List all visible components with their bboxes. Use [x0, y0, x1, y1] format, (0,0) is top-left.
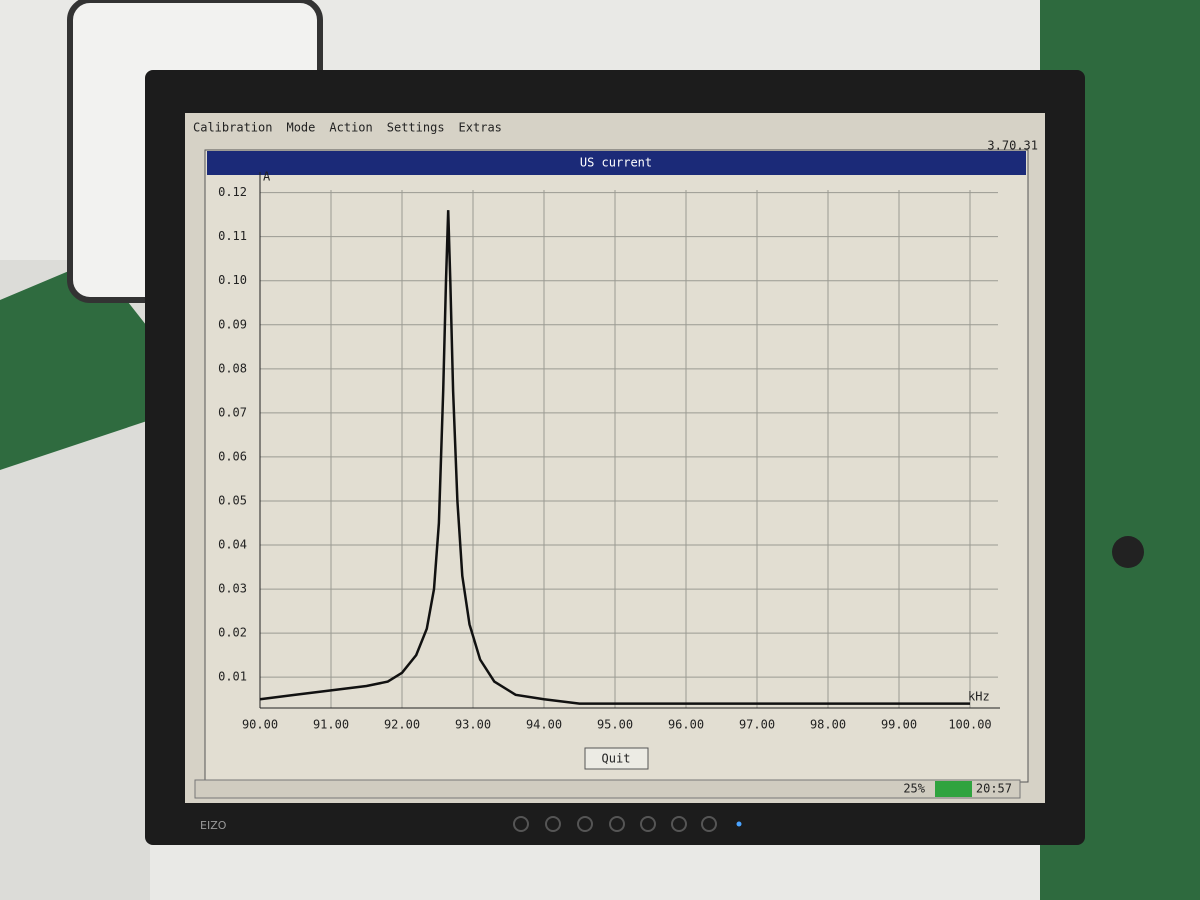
x-tick-label: 90.00: [242, 718, 278, 732]
menu-item[interactable]: Settings: [387, 121, 445, 135]
quit-button[interactable]: [584, 747, 649, 770]
x-tick-label: 100.00: [948, 718, 991, 732]
machine-panel: [0, 260, 150, 470]
window-title: US current: [580, 156, 652, 170]
y-tick-label: 0.01: [218, 670, 247, 684]
quit-label[interactable]: Quit: [602, 752, 631, 766]
y-tick-label: 0.12: [218, 185, 247, 199]
version: 3.70.31: [987, 139, 1038, 153]
chart: 0.01 0.02 0.03 0.04 0.05 0.06 0.07 0.08 0.09 0.10…: [218, 170, 1000, 732]
x-tick-label: 93.00: [455, 718, 491, 732]
menu-item[interactable]: Calibration: [193, 121, 272, 135]
x-tick-label: 99.00: [881, 718, 917, 732]
x-tick-label: 97.00: [739, 718, 775, 732]
y-tick-label: 0.07: [218, 405, 247, 419]
y-tick-label: 0.06: [218, 449, 247, 463]
y-axis-label: A: [263, 170, 271, 184]
x-tick-label: 94.00: [526, 718, 562, 732]
y-tick-label: 0.02: [218, 626, 247, 640]
status-time: 20:57: [976, 782, 1012, 796]
y-tick-label: 0.11: [218, 229, 247, 243]
y-tick-label: 0.04: [218, 538, 247, 552]
knob: [1112, 536, 1144, 568]
monitor-buttons: [513, 816, 717, 832]
status-icon: [935, 781, 972, 797]
x-tick-label: 92.00: [384, 718, 420, 732]
x-axis-label: kHz: [968, 690, 990, 704]
title-bar: [207, 151, 1026, 175]
y-tick-label: 0.09: [218, 317, 247, 331]
status-load: 25%: [903, 782, 925, 796]
brand: EIZO: [200, 819, 227, 832]
y-tick-label: 0.08: [218, 361, 247, 375]
menu-item[interactable]: Action: [329, 121, 372, 135]
menu-item[interactable]: Mode: [286, 121, 315, 135]
power-led: [736, 821, 742, 827]
x-tick-label: 96.00: [668, 718, 704, 732]
y-tick-label: 0.05: [218, 493, 247, 507]
window: [204, 149, 1029, 783]
x-tick-label: 98.00: [810, 718, 846, 732]
data-line: [259, 210, 970, 705]
menu-item[interactable]: Extras: [459, 121, 502, 135]
x-tick-label: 91.00: [313, 718, 349, 732]
y-tick-label: 0.03: [218, 582, 247, 596]
y-tick-label: 0.10: [218, 273, 247, 287]
status-bar: [194, 779, 1021, 799]
menu-bar: Calibration Mode Action Settings Extras: [193, 121, 502, 135]
x-tick-label: 95.00: [597, 718, 633, 732]
